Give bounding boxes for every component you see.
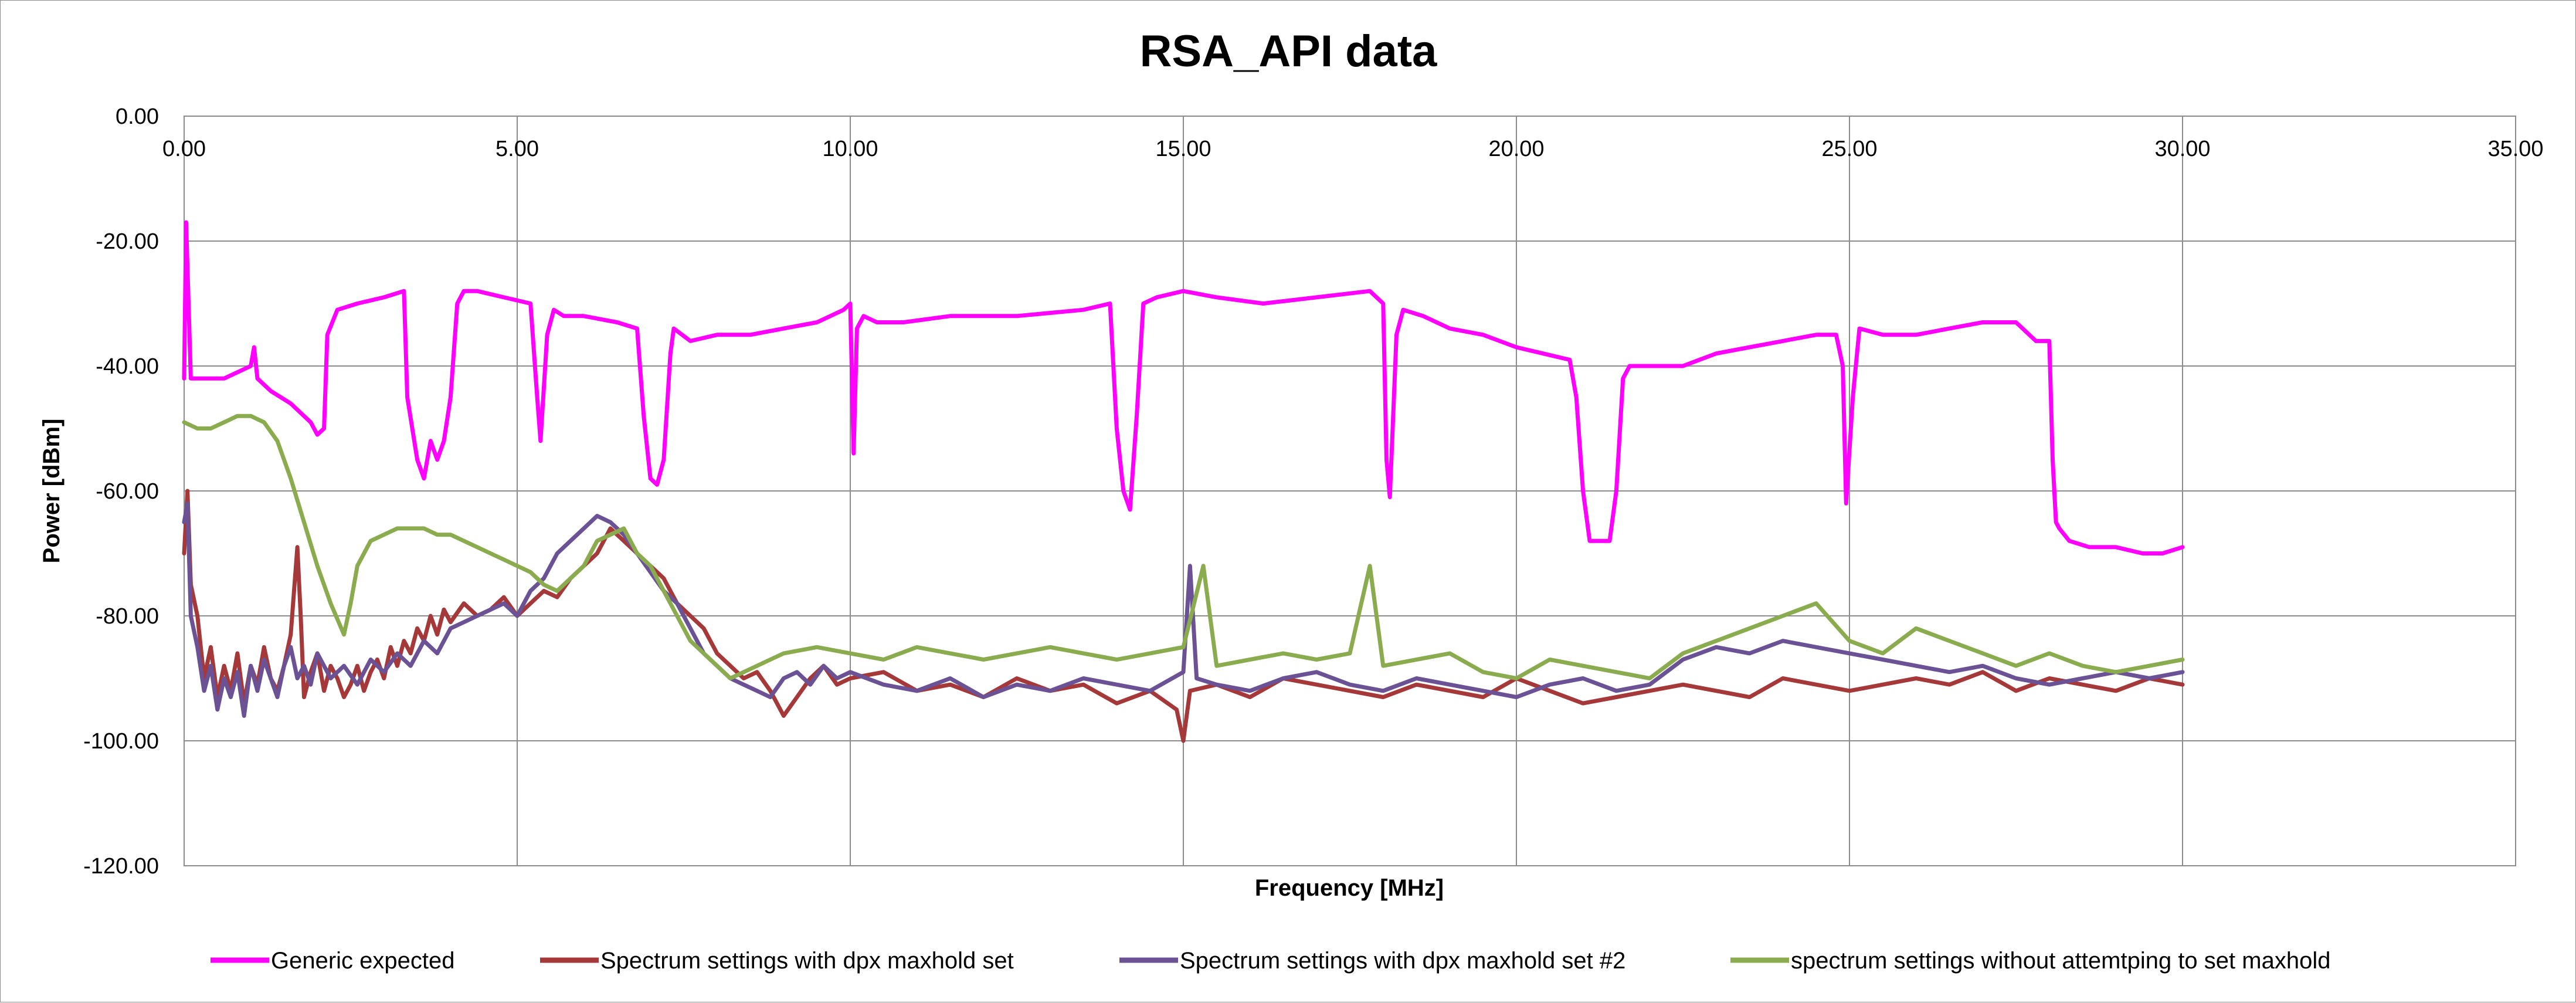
x-tick-label: 25.00 [1821,137,1877,161]
y-axis-title: Power [dBm] [39,419,65,564]
x-tick-label: 0.00 [162,137,206,161]
legend-label: Spectrum settings with dpx maxhold set [600,948,1014,974]
x-tick-label: 10.00 [822,137,878,161]
grid-lines [184,116,2516,866]
x-tick-label: 35.00 [2487,137,2543,161]
chart-title: RSA_API data [1140,26,1438,76]
series-lines [182,220,2185,743]
tick-labels: 0.00 -20.00 -40.00 -60.00 -80.00 -100.00 -120.… [83,104,2543,879]
y-tick-label: -120.00 [83,854,159,879]
legend-label: Generic expected [271,948,455,974]
x-tick-label: 30.00 [2154,137,2210,161]
legend-label: spectrum settings without attemtping to … [1791,948,2330,974]
x-tick-label: 15.00 [1155,137,1211,161]
y-tick-label: -100.00 [83,729,159,754]
y-tick-label: -60.00 [96,479,159,504]
legend-label: Spectrum settings with dpx maxhold set #… [1180,948,1625,974]
y-tick-label: 0.00 [116,104,159,129]
y-tick-label: -80.00 [96,604,159,629]
x-tick-label: 5.00 [495,137,539,161]
legend: Generic expected Spectrum settings with d… [211,948,2330,974]
series-line-1 [182,220,2185,555]
y-tick-label: -20.00 [96,229,159,254]
series-line-4 [182,414,2185,680]
x-axis-title: Frequency [MHz] [1255,875,1444,901]
y-tick-label: -40.00 [96,354,159,379]
x-tick-label: 20.00 [1488,137,1544,161]
